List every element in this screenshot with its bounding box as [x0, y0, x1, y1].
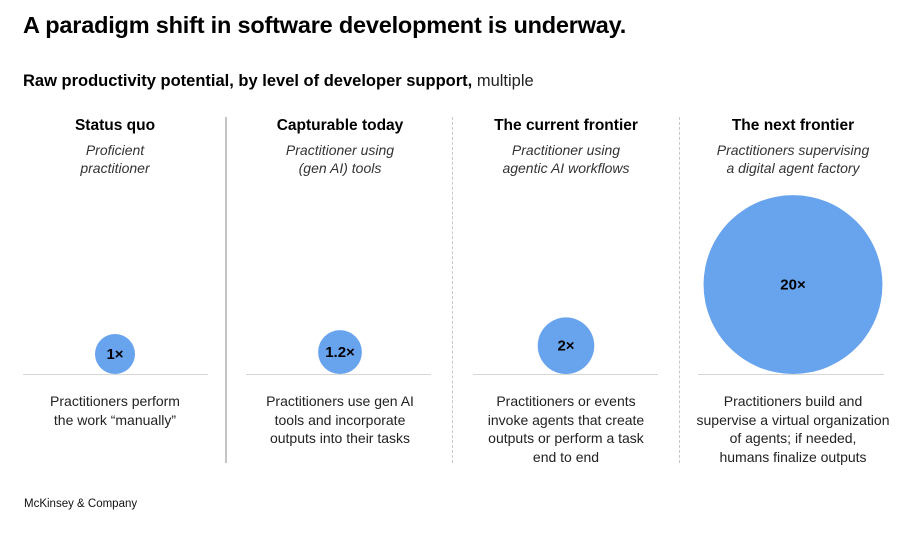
bubble-label: 20× [780, 277, 806, 294]
separator-dashed [679, 117, 680, 463]
bubble-label: 1× [106, 346, 123, 363]
column-header: Status quo Proficient practitioner [15, 117, 215, 177]
column-title: The current frontier [494, 117, 638, 134]
column-subtitle: Proficient practitioner [80, 142, 150, 176]
chart-title: A paradigm shift in software development… [23, 12, 627, 38]
column-subtitle: Practitioner using (gen AI) tools [285, 142, 395, 176]
chart-subtitle: Raw productivity potential, by level of … [23, 72, 534, 91]
column-header: Capturable today Practitioner using (gen A… [235, 117, 445, 177]
column-subtitle: Practitioner using agentic AI workflows [502, 142, 630, 176]
footer-brand: McKinsey & Company [24, 498, 138, 510]
column-description: Practitioners build and supervise a virtu… [696, 393, 890, 465]
bubble-mark [703, 195, 883, 374]
bubble-mark [318, 330, 362, 374]
bubble-mark [537, 317, 595, 374]
column-header: The next frontier Practitioners supervisi… [678, 117, 908, 177]
column-subtitle: Practitioners supervising a digital agent… [716, 142, 870, 176]
separator-dashed [452, 117, 453, 463]
column-title: Status quo [74, 117, 156, 134]
column-description: Practitioners perform the work “manually” [50, 393, 180, 428]
subtitle-unit: multiple [476, 72, 534, 90]
bubble-label: 2× [557, 338, 574, 355]
subtitle-main: Raw productivity potential, by level of … [23, 72, 473, 90]
separator-solid [225, 117, 227, 463]
column-title: Capturable today [276, 117, 404, 134]
column-title: The next frontier [731, 117, 855, 134]
column-description: Practitioners use gen AI tools and incorp… [266, 393, 414, 446]
bubble-label: 1.2× [325, 344, 355, 361]
column-header: The current frontier Practitioner using ag… [461, 117, 671, 177]
column-description: Practitioners or events invoke agents tha… [487, 393, 645, 465]
bubble-mark [95, 334, 135, 374]
